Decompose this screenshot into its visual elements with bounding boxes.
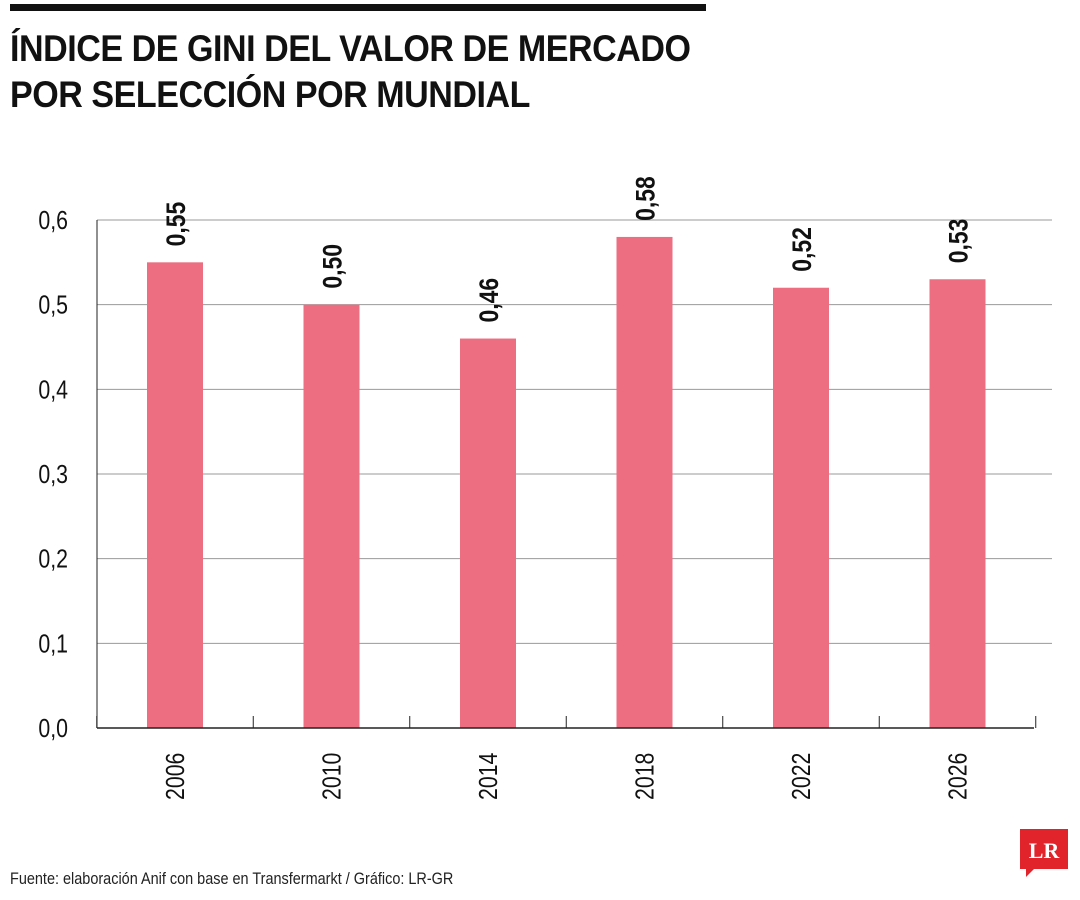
bar bbox=[773, 287, 829, 728]
bar-chart: 0,0 0,1 0,2 0,3 0,4 0,5 0,6 0,55 2006 0,50 2010 0,4… bbox=[38, 176, 1052, 800]
bar bbox=[616, 236, 673, 728]
y-tick-label: 0,0 bbox=[38, 714, 68, 744]
x-tick-label: 2014 bbox=[474, 753, 504, 800]
data-label: 0,52 bbox=[787, 227, 817, 272]
x-tick-label: 2026 bbox=[944, 753, 974, 800]
title-line-2: POR SELECCIÓN POR MUNDIAL bbox=[10, 74, 530, 115]
x-tick-label: 2018 bbox=[631, 753, 661, 800]
y-tick-label: 0,3 bbox=[38, 460, 68, 490]
y-tick-label: 0,1 bbox=[38, 629, 68, 659]
data-label: 0,53 bbox=[944, 219, 974, 264]
x-tick-label: 2006 bbox=[161, 753, 191, 800]
y-tick-label: 0,5 bbox=[38, 291, 68, 321]
data-label: 0,55 bbox=[161, 202, 191, 247]
logo-badge bbox=[1020, 829, 1068, 877]
data-label: 0,50 bbox=[318, 244, 348, 289]
source-note: Fuente: elaboración Anif con base en Tra… bbox=[10, 869, 454, 888]
x-tick-label: 2022 bbox=[787, 753, 817, 800]
x-tick-label: 2010 bbox=[318, 753, 348, 800]
data-label: 0,46 bbox=[474, 278, 504, 323]
data-label: 0,58 bbox=[631, 176, 661, 221]
bar bbox=[147, 262, 203, 728]
logo-text: LR bbox=[1029, 838, 1061, 863]
y-tick-label: 0,6 bbox=[38, 206, 68, 236]
bar bbox=[303, 304, 360, 728]
bar bbox=[460, 338, 516, 728]
bar bbox=[929, 279, 986, 728]
title-rule bbox=[10, 4, 706, 11]
title-line-1: ÍNDICE DE GINI DEL VALOR DE MERCADO bbox=[10, 28, 691, 69]
lr-logo: LR bbox=[1020, 829, 1068, 877]
y-tick-label: 0,2 bbox=[38, 545, 68, 575]
y-tick-label: 0,4 bbox=[38, 375, 68, 405]
chart-title: ÍNDICE DE GINI DEL VALOR DE MERCADO POR … bbox=[10, 26, 764, 118]
